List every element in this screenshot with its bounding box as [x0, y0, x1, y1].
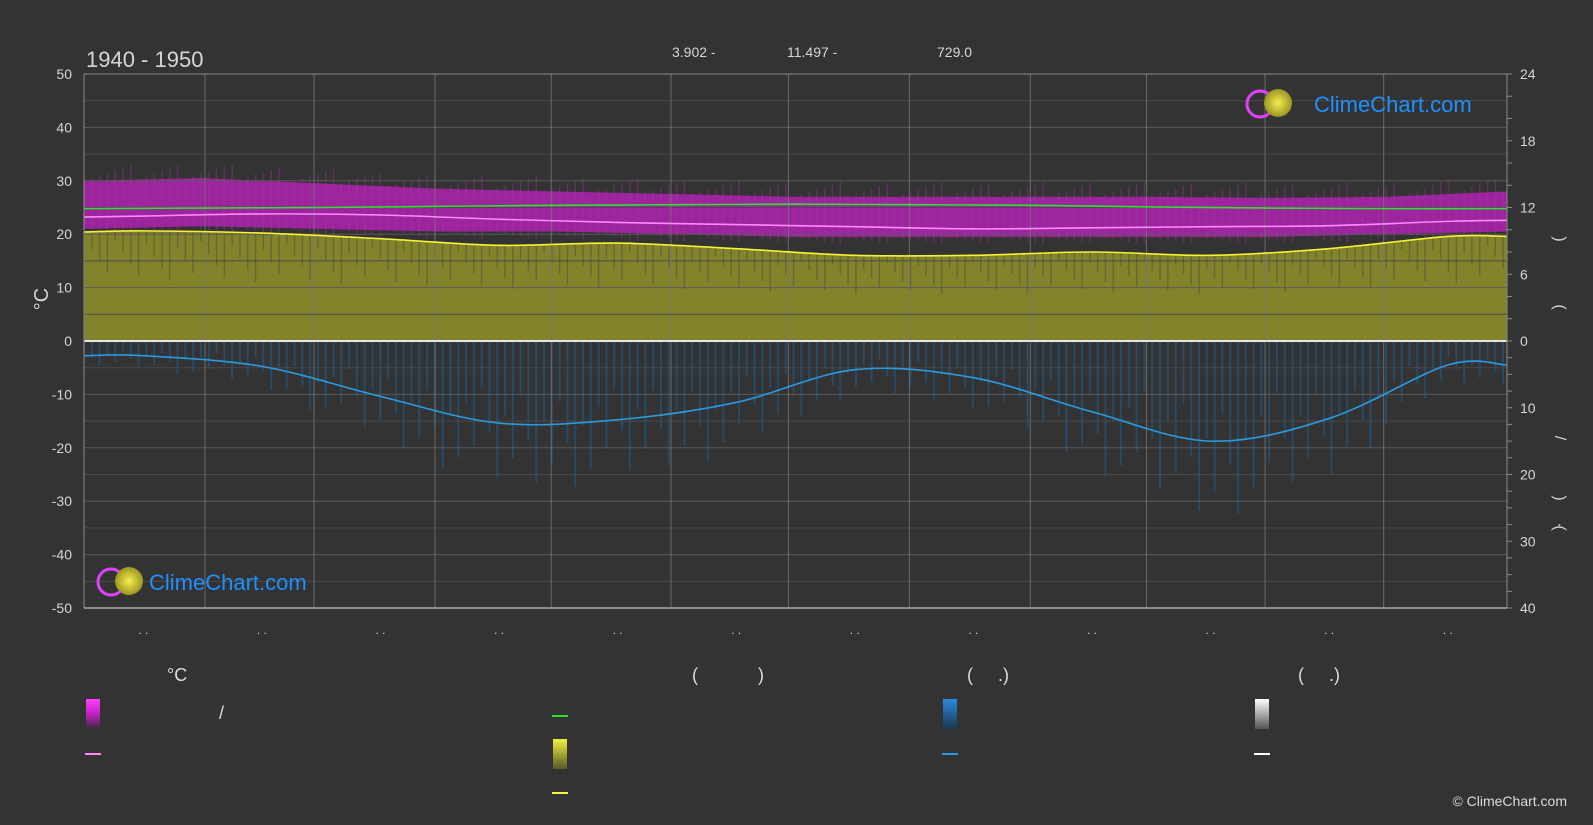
month-label: . .: [138, 623, 148, 637]
right-top-axis-label-char: ): [1551, 236, 1568, 241]
right-bottom-tick-label: 20: [1520, 467, 1536, 483]
legend-snow-heading: ( .): [1298, 665, 1340, 685]
axes: 50 40 30 20 10 0 -10 -20 -30 -40 -50 °C 24 18 12 6 0 10 20…: [31, 66, 1568, 637]
legend-temp-heading: °C: [167, 665, 188, 685]
data-lines: [83, 203, 1508, 442]
right-top-axis-label-char: (: [1551, 304, 1568, 310]
left-tick-label: -40: [52, 547, 72, 563]
sunshine-area: [84, 230, 1507, 341]
right-top-tick-label: 0: [1520, 333, 1528, 349]
left-tick-label: 20: [56, 226, 72, 242]
copyright-text: © ClimeChart.com: [1452, 793, 1567, 809]
period-title: 1940 - 1950: [86, 47, 203, 72]
month-label: . .: [613, 623, 623, 637]
legend-temp-range-swatch: [86, 699, 100, 729]
left-tick-label: 50: [56, 66, 72, 82]
logo-sun-icon: [1264, 89, 1292, 117]
coord-lat: 3.902 -: [672, 44, 716, 60]
right-bottom-tick-label: 10: [1520, 400, 1536, 416]
legend-precip-swatch: [943, 699, 957, 729]
legend-sun-heading: ( ): [692, 665, 764, 685]
temperature-mean-line: [83, 213, 1508, 230]
left-tick-label: 40: [56, 119, 72, 135]
right-bottom-axis-label-char: ·: [1551, 522, 1568, 527]
logo-sun-icon: [115, 567, 143, 595]
data-bands: [83, 164, 1507, 514]
month-label: . .: [375, 623, 385, 637]
month-label: . .: [494, 623, 504, 637]
month-label: . .: [1324, 623, 1334, 637]
logo-top[interactable]: ClimeChart.com: [1245, 89, 1472, 119]
coord-lon: 11.497 -: [787, 44, 838, 60]
logo-bottom[interactable]: ClimeChart.com: [96, 567, 307, 597]
right-top-tick-label: 12: [1520, 200, 1536, 216]
right-bottom-tick-label: 30: [1520, 533, 1536, 549]
month-label: . .: [968, 623, 978, 637]
left-tick-label: 30: [56, 173, 72, 189]
right-bottom-tick-label: 40: [1520, 600, 1536, 616]
left-tick-label: -50: [52, 600, 72, 616]
legend-temp-separator: /: [219, 703, 225, 723]
legend-snow-swatch: [1255, 699, 1269, 729]
legend-sunshine-swatch: [553, 739, 567, 769]
month-label: . .: [850, 623, 860, 637]
month-label: . .: [1206, 623, 1216, 637]
left-tick-label: -30: [52, 493, 72, 509]
logo-text-bottom: ClimeChart.com: [149, 570, 307, 595]
left-axis-label: °C: [31, 288, 53, 310]
right-top-tick-label: 6: [1520, 266, 1528, 282]
right-top-tick-label: 24: [1520, 66, 1536, 82]
precipitation-line: [83, 354, 1508, 442]
left-tick-label: -20: [52, 440, 72, 456]
month-label: . .: [731, 623, 741, 637]
daylight-line: [83, 203, 1508, 210]
legend-precip-heading: ( .): [967, 665, 1009, 685]
month-label: . .: [1443, 623, 1453, 637]
right-bottom-axis-label-char: ): [1551, 495, 1568, 500]
month-label: . .: [1087, 623, 1097, 637]
right-top-tick-label: 18: [1520, 133, 1536, 149]
right-bottom-axis-label-char: /: [1551, 436, 1568, 441]
left-tick-label: 10: [56, 280, 72, 296]
month-label: . .: [257, 623, 267, 637]
sunshine-line: [83, 230, 1508, 257]
left-tick-label: -10: [52, 386, 72, 402]
coord-elevation: 729.0: [937, 44, 972, 60]
logo-text-top: ClimeChart.com: [1314, 92, 1472, 117]
left-tick-label: 0: [64, 333, 72, 349]
right-bottom-axis-label-char: (: [1551, 525, 1568, 531]
